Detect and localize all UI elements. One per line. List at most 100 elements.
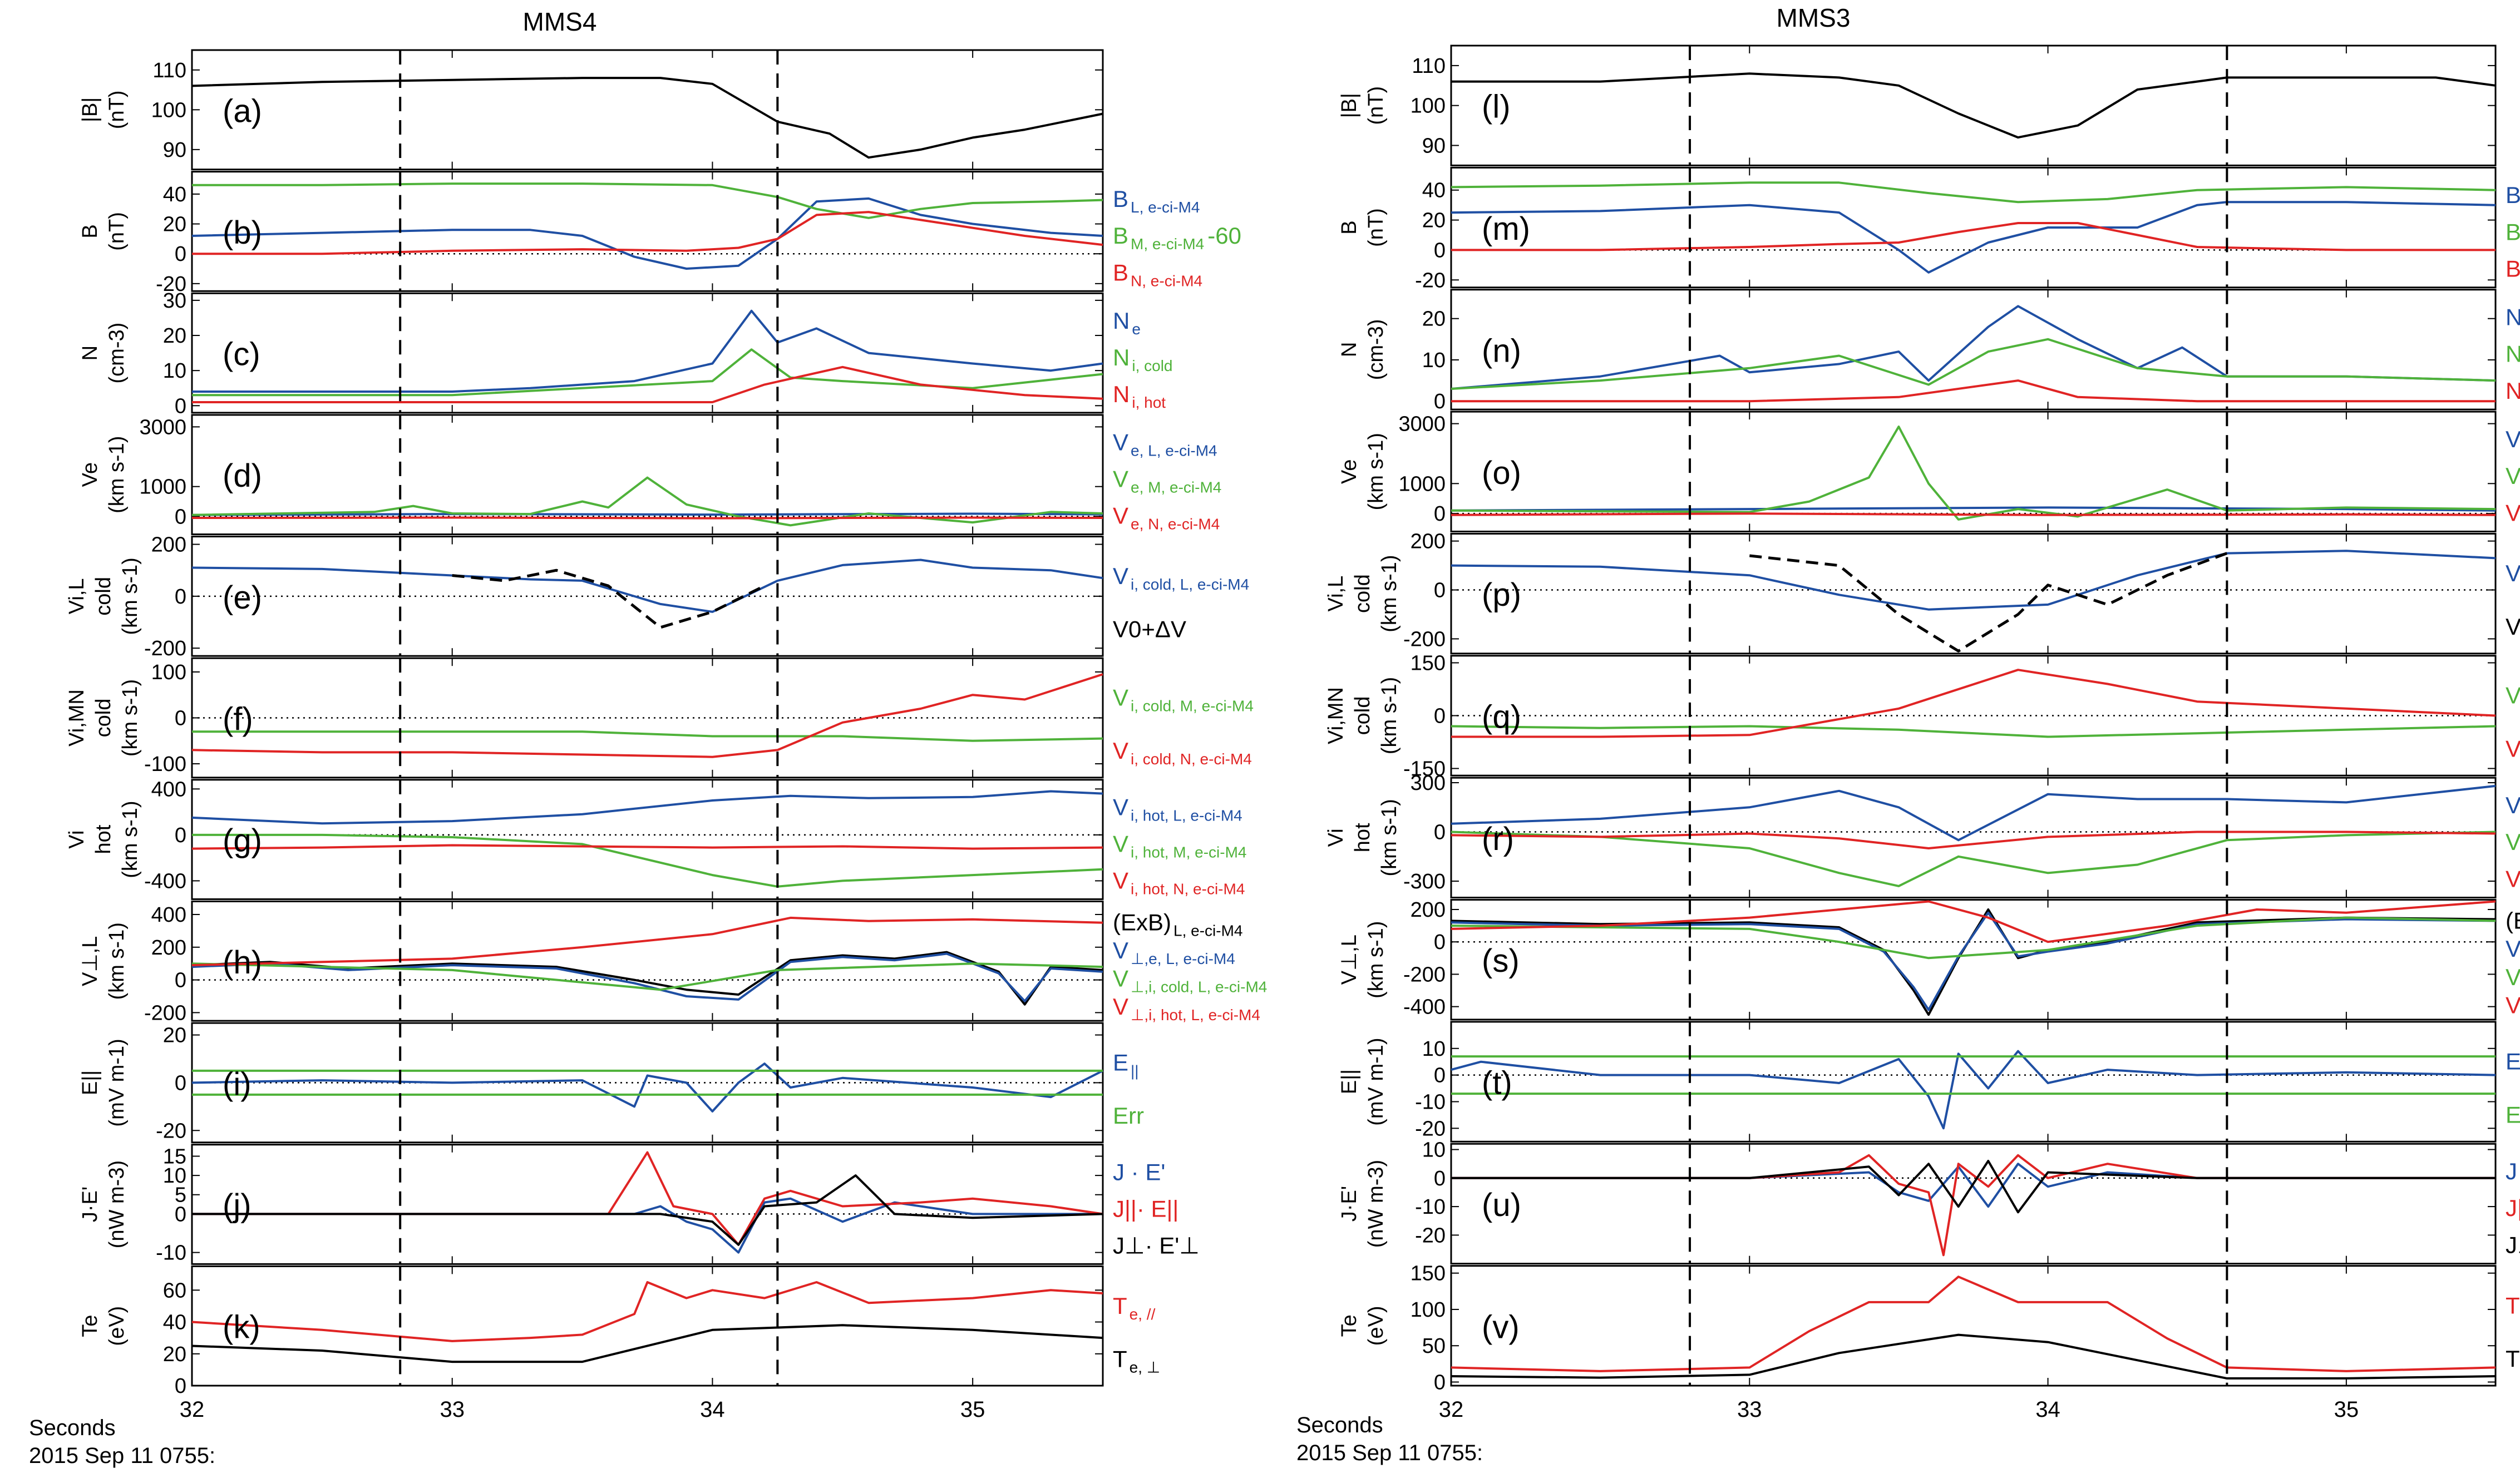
panel-o: 3000 1000 0 Ve(km s-1) (o) Ve, L, e-ci-M3 Ve, … xyxy=(1338,411,2520,532)
y-tick-label: 90 xyxy=(163,139,186,162)
panel-n: 20 10 0 N(cm-3) (n) Ne Ni, cold Ni, hot xyxy=(1338,289,2520,413)
y-axis-label: (nT) xyxy=(105,90,129,129)
panel-letter: (h) xyxy=(223,945,262,981)
panel-letter: (p) xyxy=(1482,577,1521,613)
y-tick-label: 0 xyxy=(1434,1064,1446,1088)
y-tick-label: 20 xyxy=(1422,209,1446,233)
y-axis-label: J·E' xyxy=(1338,1186,1361,1222)
mms3-title: MMS3 xyxy=(1777,3,1851,32)
panel-frame xyxy=(1450,45,2497,166)
y-tick-label: 200 xyxy=(151,936,186,960)
series-vi-cold-l xyxy=(1451,550,2496,611)
series-b-n-e-ci-m4 xyxy=(192,211,1103,255)
series-j-e- xyxy=(1451,1160,2496,1214)
y-tick-label: 20 xyxy=(163,1343,186,1366)
y-tick-label: 1000 xyxy=(1398,472,1446,496)
mms4-x-axis: 32 33 34 35 xyxy=(180,1397,985,1422)
y-axis-label: hot xyxy=(92,824,115,854)
panel-t: 100-10-20E||(mV m-1)(t)E||Err xyxy=(1338,1021,2520,1143)
series-te-perp xyxy=(1451,1333,2496,1380)
y-tick-label: 10 xyxy=(163,1164,186,1188)
y-tick-label: -20 xyxy=(156,273,186,296)
y-axis-label: Te xyxy=(1338,1314,1361,1337)
panel-letter: (f) xyxy=(223,701,253,738)
series-v0-dv xyxy=(452,569,766,629)
legend-entry: V⊥,i, cold, L, e-ci-M3 xyxy=(2506,964,2520,994)
y-axis-label: (mV m-1) xyxy=(1364,1037,1388,1125)
series-te-perp xyxy=(191,1324,1103,1363)
y-axis-label: V⊥,L xyxy=(78,936,102,986)
panel-letter: (i) xyxy=(223,1066,251,1102)
series-b-n-e-ci-m3 xyxy=(1451,222,2496,251)
y-tick-label: 200 xyxy=(1411,530,1446,553)
legend-entry: B L, e-ci-M4 xyxy=(1113,186,1200,216)
panel-letter: (j) xyxy=(223,1188,251,1224)
panel-v: 150 100 50 0 Te(eV) (v) Te, // Te, ⊥ xyxy=(1338,1262,2520,1395)
y-axis-label: V⊥,L xyxy=(1338,935,1361,985)
legend-entry: (ExB)L, e-ci-M3 xyxy=(2506,908,2520,938)
y-axis-label: J·E' xyxy=(78,1187,102,1222)
y-tick-label: -100 xyxy=(144,753,186,776)
panel-f: 100 0 -100 Vi,MN cold (km s-1) (f) V i, cold, M,… xyxy=(65,657,1254,779)
series-j-e- xyxy=(192,1174,1103,1246)
panel-frame xyxy=(191,292,1104,414)
y-tick-label: 1000 xyxy=(139,476,186,499)
y-axis-label: (nT) xyxy=(1364,208,1388,247)
y-axis-label: Vi xyxy=(65,831,88,849)
series-ve-m xyxy=(191,476,1103,527)
y-tick-label: 300 xyxy=(1411,772,1446,795)
y-tick-label: 200 xyxy=(1411,898,1446,922)
y-tick-label: 20 xyxy=(163,213,186,236)
legend-entry: E|| xyxy=(2506,1049,2520,1079)
series--b- xyxy=(191,77,1103,159)
series-e- xyxy=(191,1062,1103,1113)
y-tick-label: 20 xyxy=(163,324,186,348)
y-tick-label: -200 xyxy=(1403,627,1446,651)
y-tick-label: 0 xyxy=(1434,502,1446,526)
legend-entry: Vi, cold, M, e-ci-M3 xyxy=(2506,683,2520,713)
series-vi-cold-l xyxy=(191,558,1103,613)
series-te-par xyxy=(191,1281,1103,1342)
series-v-e-l xyxy=(191,952,1103,1002)
series-j-e- xyxy=(192,1197,1103,1254)
series-vi-cold-m xyxy=(1451,725,2496,738)
panel-letter: (v) xyxy=(1482,1309,1520,1345)
y-axis-label: E|| xyxy=(1338,1069,1361,1094)
y-axis-label: (km s-1) xyxy=(119,679,142,757)
x-tick-label: 32 xyxy=(1439,1397,1464,1422)
legend-entry: Ve, L, e-ci-M3 xyxy=(2506,426,2520,456)
mms3-xlabel-date: 2015 Sep 11 0755: xyxy=(1296,1441,1483,1465)
y-tick-label: 10 xyxy=(1422,1139,1446,1162)
y-tick-label: 30 xyxy=(163,289,186,313)
panel-frame xyxy=(191,900,1104,1022)
y-axis-label: hot xyxy=(1351,823,1374,852)
y-axis-label: cold xyxy=(1351,574,1374,613)
panel-letter: (c) xyxy=(223,337,260,373)
legend-entry: B M, e-ci-M4 -60 xyxy=(1113,223,1241,253)
legend-entry: V ⊥,i, cold, L, e-ci-M4 xyxy=(1113,965,1267,995)
legend-entry: Ve, M, e-ci-M3 xyxy=(2506,463,2520,493)
y-axis-label: (mV m-1) xyxy=(105,1039,129,1126)
x-tick-label: 35 xyxy=(960,1397,985,1422)
y-tick-label: 0 xyxy=(175,1071,186,1095)
series-j-e- xyxy=(1451,1163,2496,1208)
panel-k: 60 40 20 0 Te (eV) (k) T e, // T e, ⊥ xyxy=(78,1265,1160,1398)
panel-letter: (m) xyxy=(1482,211,1530,247)
legend-entry: Te, ⊥ xyxy=(2506,1346,2520,1376)
y-tick-label: 110 xyxy=(152,59,186,82)
x-tick-label: 34 xyxy=(700,1397,725,1422)
series-b-l-e-ci-m4 xyxy=(191,197,1103,270)
legend-entry: Ni, cold xyxy=(2506,341,2520,371)
panel-frame xyxy=(1450,166,2497,289)
y-tick-label: -300 xyxy=(1403,870,1446,893)
y-axis-label: Ve xyxy=(78,462,102,487)
legend-entry: J⊥· E'⊥ xyxy=(1113,1232,1200,1258)
panel-letter: (s) xyxy=(1482,943,1520,979)
